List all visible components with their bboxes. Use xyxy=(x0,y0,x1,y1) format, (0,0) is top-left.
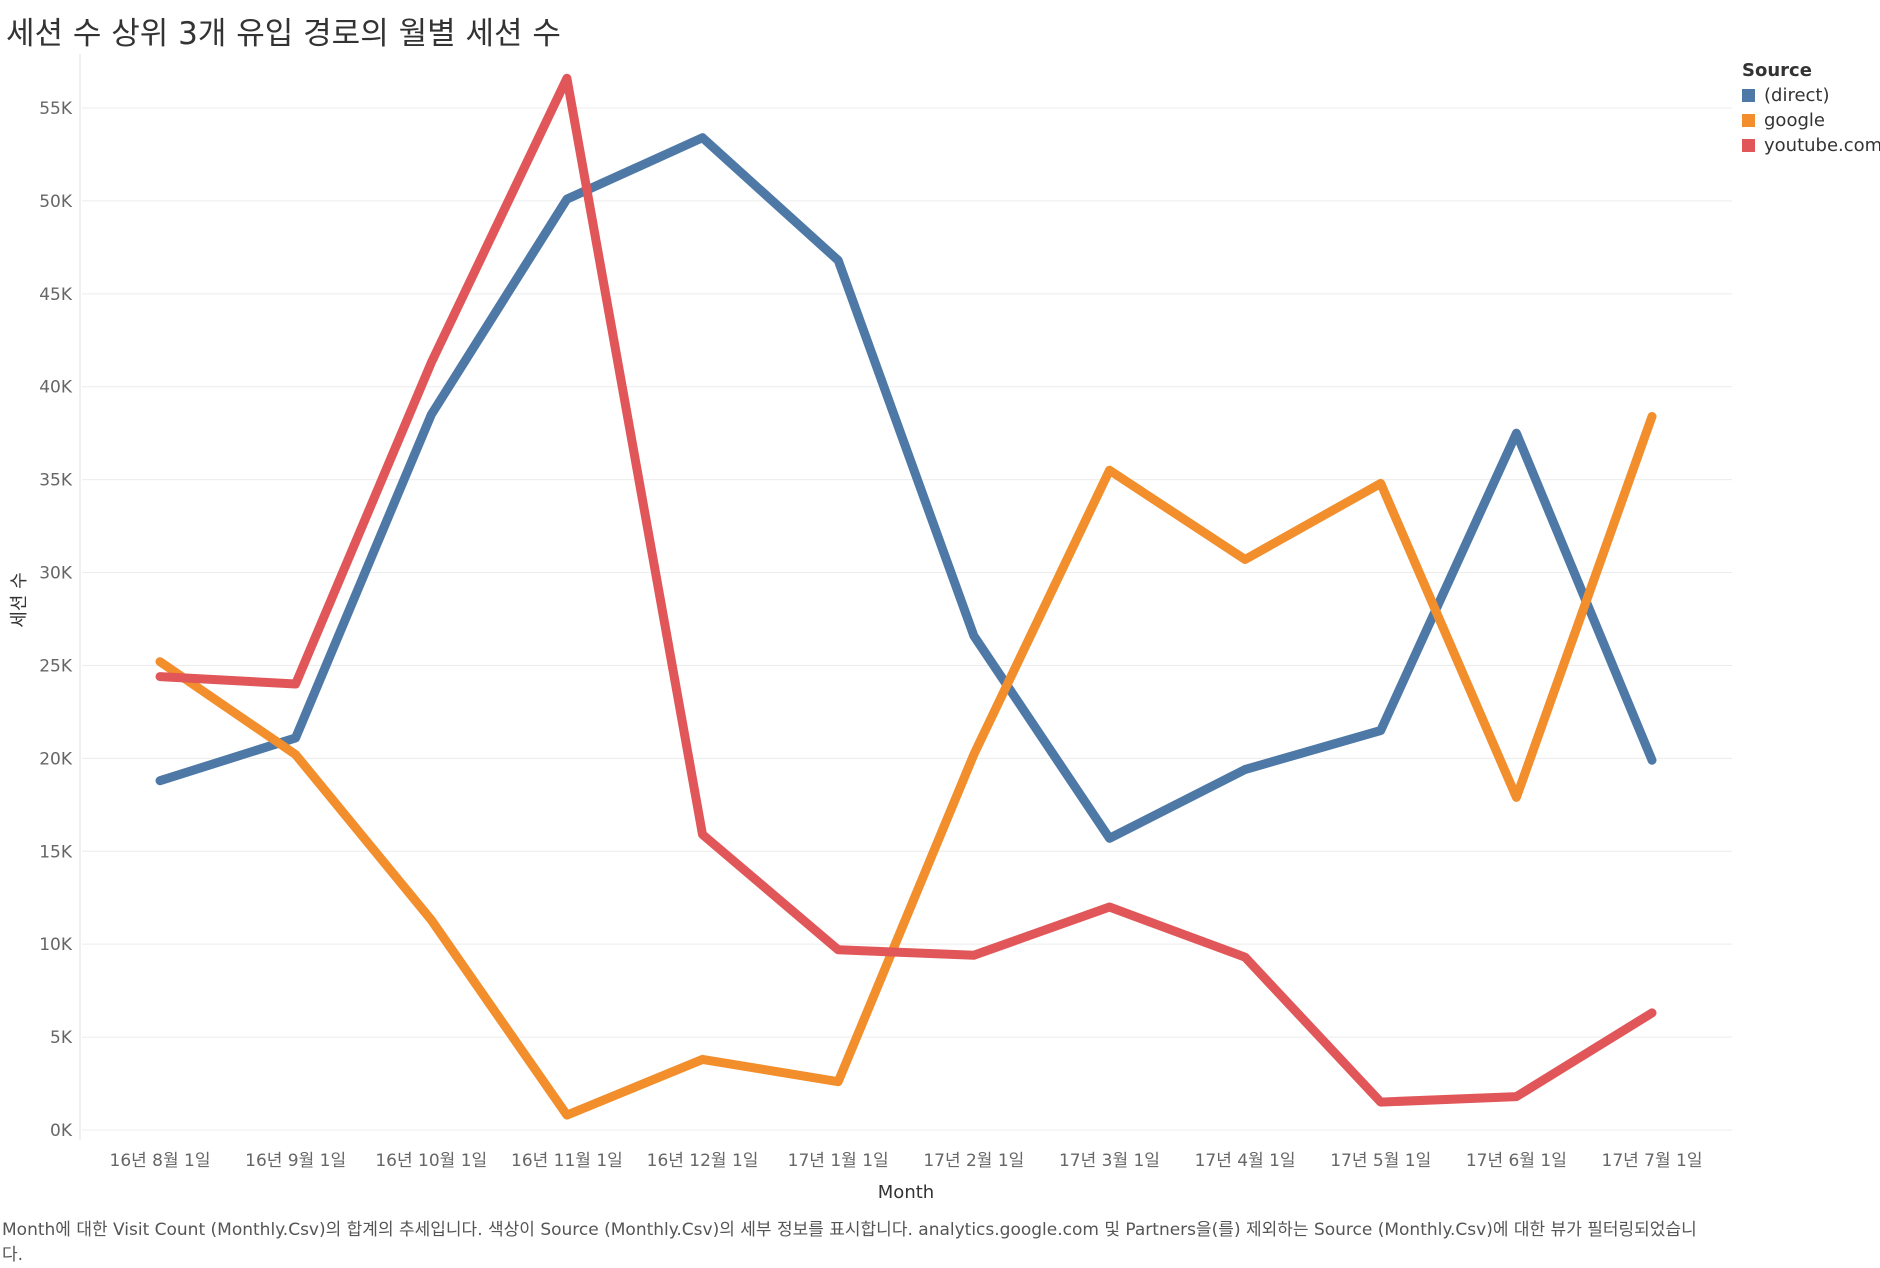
series-line-1 xyxy=(155,412,1657,1120)
legend-label: youtube.com xyxy=(1764,135,1880,156)
x-tick-label: 17년 3월 1일 xyxy=(1059,1151,1160,1171)
x-tick-label: 17년 1월 1일 xyxy=(788,1151,889,1171)
x-tick-label: 16년 8월 1일 xyxy=(110,1151,211,1171)
y-tick-label: 10K xyxy=(39,935,73,955)
series-line-2 xyxy=(155,73,1657,1107)
y-tick-label: 0K xyxy=(50,1121,73,1141)
x-tick-label: 17년 7월 1일 xyxy=(1602,1151,1703,1171)
y-tick-label: 5K xyxy=(50,1028,73,1048)
legend: Source (direct) google youtube.com xyxy=(1742,60,1880,158)
chart-title: 세션 수 상위 3개 유입 경로의 월별 세션 수 xyxy=(6,16,561,52)
x-tick-label: 16년 12월 1일 xyxy=(647,1151,759,1171)
x-tick-label: 16년 11월 1일 xyxy=(511,1151,623,1171)
y-axis-title: 세션 수 xyxy=(9,572,30,627)
legend-item[interactable]: google xyxy=(1742,108,1880,133)
x-tick-label: 17년 2월 1일 xyxy=(923,1151,1024,1171)
legend-items: (direct) google youtube.com xyxy=(1742,83,1880,158)
y-tick-label: 55K xyxy=(39,99,73,119)
y-tick-label: 25K xyxy=(39,656,73,676)
y-tick-label: 30K xyxy=(39,564,73,584)
legend-item[interactable]: (direct) xyxy=(1742,83,1880,108)
y-tick-label: 35K xyxy=(39,471,73,491)
x-tick-label: 16년 10월 1일 xyxy=(375,1151,487,1171)
legend-item[interactable]: youtube.com xyxy=(1742,133,1880,158)
y-axis-ticks: 0K 5K 10K 15K 20K 25K 30K 35K 40K 45K 50K 55K xyxy=(39,99,73,1141)
series-line-0 xyxy=(155,133,1657,843)
legend-label: (direct) xyxy=(1764,85,1830,106)
y-tick-label: 20K xyxy=(39,749,73,769)
x-tick-label: 17년 6월 1일 xyxy=(1466,1151,1567,1171)
y-tick-label: 45K xyxy=(39,285,73,305)
legend-swatch xyxy=(1742,114,1755,127)
x-tick-label: 17년 5월 1일 xyxy=(1330,1151,1431,1171)
x-tick-label: 16년 9월 1일 xyxy=(245,1151,346,1171)
legend-swatch xyxy=(1742,89,1755,102)
chart-caption: Month에 대한 Visit Count (Monthly.Csv)의 합계의… xyxy=(2,1220,1697,1265)
legend-swatch xyxy=(1742,139,1755,152)
y-tick-label: 50K xyxy=(39,192,73,212)
x-tick-label: 17년 4월 1일 xyxy=(1195,1151,1296,1171)
legend-title: Source xyxy=(1742,60,1812,81)
legend-label: google xyxy=(1764,110,1825,131)
x-axis-title: Month xyxy=(878,1182,934,1203)
x-axis-ticks: 16년 8월 1일 16년 9월 1일 16년 10월 1일 16년 11월 1일 16… xyxy=(110,1151,1703,1171)
series-lines xyxy=(155,73,1657,1120)
y-tick-label: 15K xyxy=(39,842,73,862)
gridlines xyxy=(79,54,1732,1140)
y-tick-label: 40K xyxy=(39,378,73,398)
